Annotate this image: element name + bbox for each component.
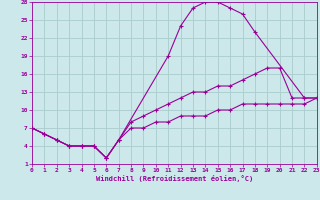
X-axis label: Windchill (Refroidissement éolien,°C): Windchill (Refroidissement éolien,°C) — [96, 175, 253, 182]
